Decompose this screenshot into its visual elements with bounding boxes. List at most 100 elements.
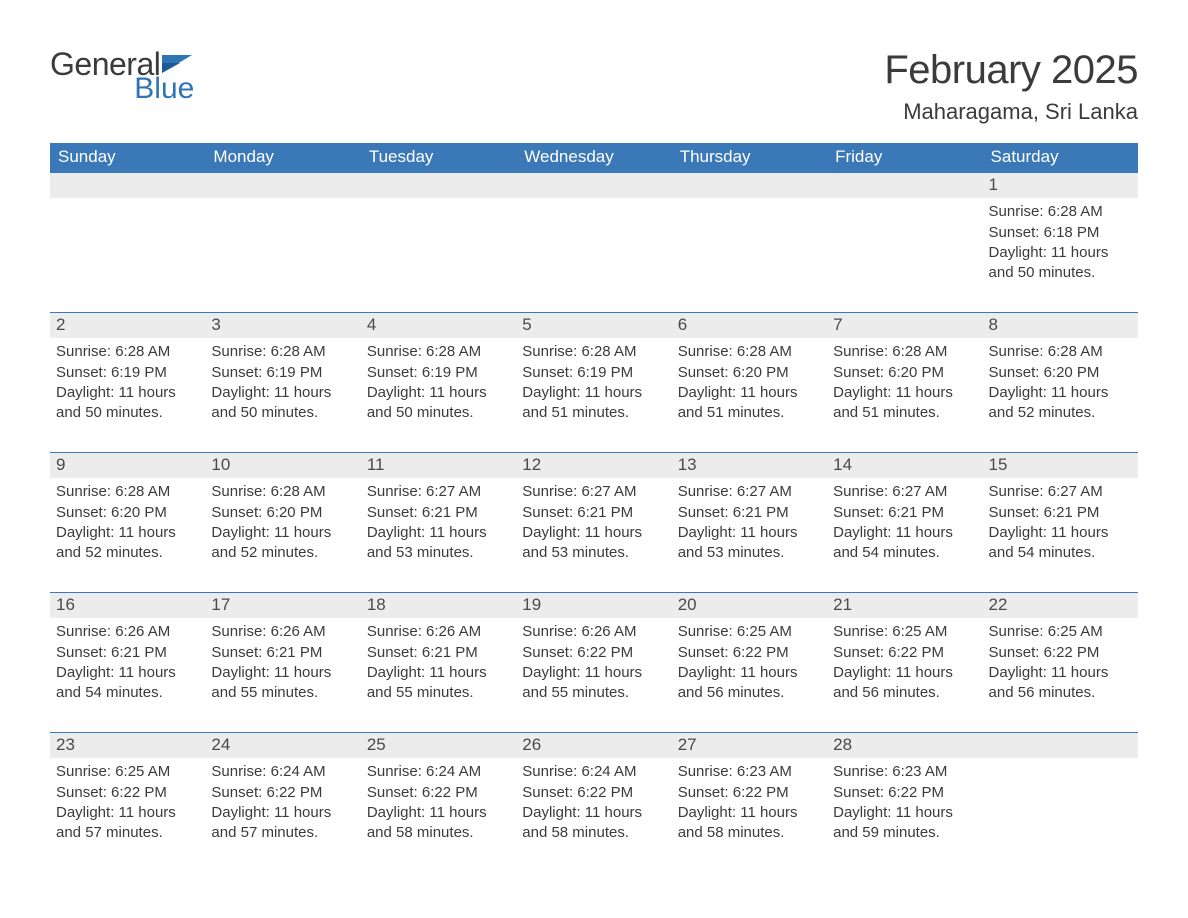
calendar-cell: 23Sunrise: 6:25 AMSunset: 6:22 PMDayligh… xyxy=(50,732,205,872)
dow-friday: Friday xyxy=(827,143,982,172)
sunset-text: Sunset: 6:21 PM xyxy=(367,503,510,523)
week-row: 9Sunrise: 6:28 AMSunset: 6:20 PMDaylight… xyxy=(50,452,1138,592)
calendar-cell: 10Sunrise: 6:28 AMSunset: 6:20 PMDayligh… xyxy=(205,452,360,592)
day-number: 9 xyxy=(50,452,205,478)
day-number: 6 xyxy=(672,312,827,338)
daylight-text: Daylight: 11 hours xyxy=(678,523,821,543)
sunrise-text: Sunrise: 6:28 AM xyxy=(989,202,1132,222)
day-body: Sunrise: 6:28 AMSunset: 6:20 PMDaylight:… xyxy=(983,338,1138,429)
sunset-text: Sunset: 6:20 PM xyxy=(56,503,199,523)
day-number: 26 xyxy=(516,732,671,758)
day-body: Sunrise: 6:23 AMSunset: 6:22 PMDaylight:… xyxy=(827,758,982,849)
sunrise-text: Sunrise: 6:26 AM xyxy=(367,622,510,642)
calendar-cell: 4Sunrise: 6:28 AMSunset: 6:19 PMDaylight… xyxy=(361,312,516,452)
day-number: 8 xyxy=(983,312,1138,338)
day-body: Sunrise: 6:28 AMSunset: 6:19 PMDaylight:… xyxy=(50,338,205,429)
sunset-text: Sunset: 6:22 PM xyxy=(211,783,354,803)
sunrise-text: Sunrise: 6:28 AM xyxy=(211,482,354,502)
calendar-cell: 18Sunrise: 6:26 AMSunset: 6:21 PMDayligh… xyxy=(361,592,516,732)
sunrise-text: Sunrise: 6:28 AM xyxy=(56,342,199,362)
daylight-text: and 58 minutes. xyxy=(678,823,821,843)
dow-sunday: Sunday xyxy=(50,143,205,172)
sunset-text: Sunset: 6:22 PM xyxy=(522,643,665,663)
day-number: 25 xyxy=(361,732,516,758)
dow-wednesday: Wednesday xyxy=(516,143,671,172)
sunset-text: Sunset: 6:21 PM xyxy=(522,503,665,523)
calendar-cell-empty: . xyxy=(827,172,982,312)
day-number: 4 xyxy=(361,312,516,338)
daylight-text: and 58 minutes. xyxy=(367,823,510,843)
daylight-text: and 52 minutes. xyxy=(56,543,199,563)
daylight-text: Daylight: 11 hours xyxy=(522,523,665,543)
daylight-text: Daylight: 11 hours xyxy=(56,803,199,823)
calendar-cell: 2Sunrise: 6:28 AMSunset: 6:19 PMDaylight… xyxy=(50,312,205,452)
dow-tuesday: Tuesday xyxy=(361,143,516,172)
daylight-text: Daylight: 11 hours xyxy=(56,523,199,543)
daylight-text: Daylight: 11 hours xyxy=(989,243,1132,263)
day-body: Sunrise: 6:26 AMSunset: 6:21 PMDaylight:… xyxy=(50,618,205,709)
day-body: Sunrise: 6:24 AMSunset: 6:22 PMDaylight:… xyxy=(361,758,516,849)
day-body: Sunrise: 6:24 AMSunset: 6:22 PMDaylight:… xyxy=(205,758,360,849)
sunrise-text: Sunrise: 6:28 AM xyxy=(211,342,354,362)
week-row: 2Sunrise: 6:28 AMSunset: 6:19 PMDaylight… xyxy=(50,312,1138,452)
daylight-text: and 53 minutes. xyxy=(678,543,821,563)
sunset-text: Sunset: 6:21 PM xyxy=(211,643,354,663)
day-number: 22 xyxy=(983,592,1138,618)
day-number: 5 xyxy=(516,312,671,338)
calendar-cell-empty: . xyxy=(672,172,827,312)
daylight-text: and 57 minutes. xyxy=(211,823,354,843)
sunset-text: Sunset: 6:19 PM xyxy=(211,363,354,383)
sunset-text: Sunset: 6:20 PM xyxy=(989,363,1132,383)
daylight-text: Daylight: 11 hours xyxy=(211,803,354,823)
sunrise-text: Sunrise: 6:26 AM xyxy=(56,622,199,642)
month-title: February 2025 xyxy=(884,48,1138,93)
day-number: 15 xyxy=(983,452,1138,478)
day-number: 27 xyxy=(672,732,827,758)
sunrise-text: Sunrise: 6:24 AM xyxy=(211,762,354,782)
day-number: 13 xyxy=(672,452,827,478)
sunset-text: Sunset: 6:19 PM xyxy=(56,363,199,383)
day-number: 2 xyxy=(50,312,205,338)
day-number: 14 xyxy=(827,452,982,478)
sunrise-text: Sunrise: 6:23 AM xyxy=(678,762,821,782)
day-body: Sunrise: 6:26 AMSunset: 6:21 PMDaylight:… xyxy=(205,618,360,709)
daylight-text: Daylight: 11 hours xyxy=(989,523,1132,543)
daylight-text: Daylight: 11 hours xyxy=(833,383,976,403)
day-number: 7 xyxy=(827,312,982,338)
calendar-cell: 28Sunrise: 6:23 AMSunset: 6:22 PMDayligh… xyxy=(827,732,982,872)
daylight-text: and 55 minutes. xyxy=(211,683,354,703)
week-row: . . . . . . 1 Sunrise: 6:28 AM Sunset: 6… xyxy=(50,172,1138,312)
calendar-grid: Sunday Monday Tuesday Wednesday Thursday… xyxy=(50,143,1138,872)
dow-monday: Monday xyxy=(205,143,360,172)
week-row: 16Sunrise: 6:26 AMSunset: 6:21 PMDayligh… xyxy=(50,592,1138,732)
day-number: 12 xyxy=(516,452,671,478)
sunrise-text: Sunrise: 6:27 AM xyxy=(367,482,510,502)
daylight-text: and 58 minutes. xyxy=(522,823,665,843)
day-number: 20 xyxy=(672,592,827,618)
daylight-text: Daylight: 11 hours xyxy=(833,803,976,823)
daylight-text: Daylight: 11 hours xyxy=(833,663,976,683)
sunrise-text: Sunrise: 6:28 AM xyxy=(56,482,199,502)
day-body: Sunrise: 6:27 AMSunset: 6:21 PMDaylight:… xyxy=(827,478,982,569)
calendar-cell: 13Sunrise: 6:27 AMSunset: 6:21 PMDayligh… xyxy=(672,452,827,592)
calendar-cell: 20Sunrise: 6:25 AMSunset: 6:22 PMDayligh… xyxy=(672,592,827,732)
sunrise-text: Sunrise: 6:27 AM xyxy=(989,482,1132,502)
daylight-text: and 50 minutes. xyxy=(211,403,354,423)
daylight-text: Daylight: 11 hours xyxy=(833,523,976,543)
calendar-cell: 6Sunrise: 6:28 AMSunset: 6:20 PMDaylight… xyxy=(672,312,827,452)
daylight-text: and 54 minutes. xyxy=(989,543,1132,563)
daylight-text: and 51 minutes. xyxy=(833,403,976,423)
day-body: Sunrise: 6:25 AMSunset: 6:22 PMDaylight:… xyxy=(827,618,982,709)
daylight-text: Daylight: 11 hours xyxy=(211,523,354,543)
day-body: Sunrise: 6:27 AMSunset: 6:21 PMDaylight:… xyxy=(516,478,671,569)
sunrise-text: Sunrise: 6:25 AM xyxy=(678,622,821,642)
daylight-text: and 52 minutes. xyxy=(989,403,1132,423)
calendar-cell: 15Sunrise: 6:27 AMSunset: 6:21 PMDayligh… xyxy=(983,452,1138,592)
daylight-text: and 56 minutes. xyxy=(989,683,1132,703)
day-body: Sunrise: 6:24 AMSunset: 6:22 PMDaylight:… xyxy=(516,758,671,849)
sunrise-text: Sunrise: 6:23 AM xyxy=(833,762,976,782)
sunrise-text: Sunrise: 6:26 AM xyxy=(522,622,665,642)
daylight-text: Daylight: 11 hours xyxy=(367,663,510,683)
day-body: Sunrise: 6:28 AMSunset: 6:20 PMDaylight:… xyxy=(827,338,982,429)
calendar-cell: 12Sunrise: 6:27 AMSunset: 6:21 PMDayligh… xyxy=(516,452,671,592)
